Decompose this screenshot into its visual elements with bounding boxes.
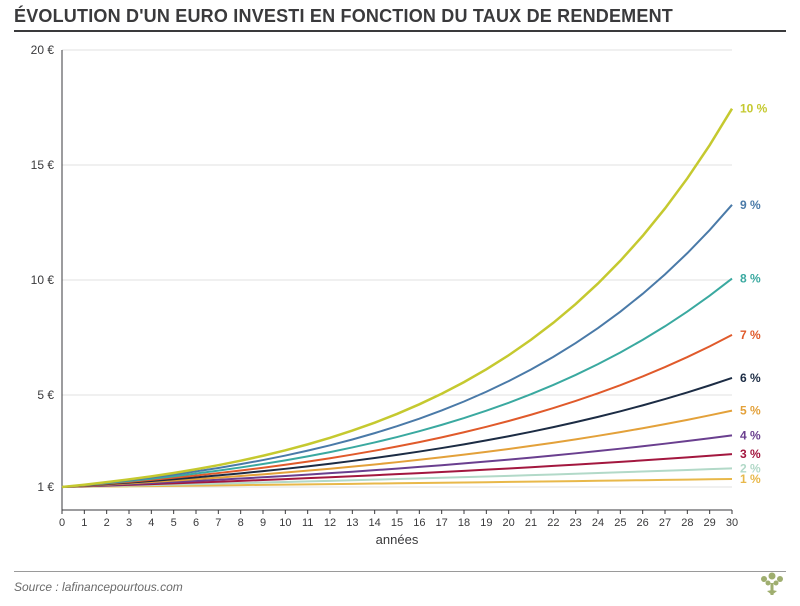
series-label: 3 % bbox=[740, 447, 761, 461]
y-tick-label: 15 € bbox=[31, 158, 55, 172]
y-tick-label: 5 € bbox=[37, 388, 54, 402]
x-tick-label: 4 bbox=[148, 517, 154, 529]
series-label: 10 % bbox=[740, 102, 768, 116]
x-tick-label: 7 bbox=[215, 517, 221, 529]
x-tick-label: 22 bbox=[547, 517, 559, 529]
divider-top bbox=[14, 30, 786, 32]
x-tick-label: 17 bbox=[436, 517, 448, 529]
x-tick-label: 21 bbox=[525, 517, 537, 529]
x-tick-label: 27 bbox=[659, 517, 671, 529]
x-tick-label: 18 bbox=[458, 517, 470, 529]
x-tick-label: 23 bbox=[570, 517, 582, 529]
x-tick-label: 14 bbox=[369, 517, 381, 529]
series-label: 4 % bbox=[740, 428, 761, 442]
x-tick-label: 15 bbox=[391, 517, 403, 529]
series-line bbox=[62, 335, 732, 487]
x-tick-label: 24 bbox=[592, 517, 604, 529]
x-tick-label: 29 bbox=[704, 517, 716, 529]
series-line bbox=[62, 378, 732, 487]
logo-icon bbox=[758, 571, 786, 600]
x-tick-label: 0 bbox=[59, 517, 65, 529]
x-tick-label: 26 bbox=[637, 517, 649, 529]
x-tick-label: 25 bbox=[614, 517, 626, 529]
source-text: Source : lafinancepourtous.com bbox=[14, 580, 183, 594]
x-tick-label: 30 bbox=[726, 517, 738, 529]
x-tick-label: 19 bbox=[480, 517, 492, 529]
x-tick-label: 10 bbox=[279, 517, 291, 529]
x-tick-label: 2 bbox=[104, 517, 110, 529]
x-tick-label: 8 bbox=[238, 517, 244, 529]
x-tick-label: 13 bbox=[346, 517, 358, 529]
x-tick-label: 3 bbox=[126, 517, 132, 529]
x-axis-label: années bbox=[376, 532, 419, 547]
series-label: 7 % bbox=[740, 328, 761, 342]
series-label: 9 % bbox=[740, 198, 761, 212]
series-label: 5 % bbox=[740, 404, 761, 418]
y-tick-label: 10 € bbox=[31, 273, 55, 287]
x-tick-label: 9 bbox=[260, 517, 266, 529]
series-label: 6 % bbox=[740, 371, 761, 385]
x-tick-label: 5 bbox=[171, 517, 177, 529]
divider-bottom bbox=[14, 571, 786, 572]
x-tick-label: 20 bbox=[503, 517, 515, 529]
x-tick-label: 11 bbox=[302, 517, 313, 529]
x-tick-label: 28 bbox=[681, 517, 693, 529]
y-tick-label: 20 € bbox=[31, 43, 55, 57]
chart-title: ÉVOLUTION D'UN EURO INVESTI EN FONCTION … bbox=[14, 6, 673, 27]
series-label: 2 % bbox=[740, 461, 761, 475]
x-tick-label: 1 bbox=[81, 517, 87, 529]
chart-svg: 1 €5 €10 €15 €20 €0123456789101112131415… bbox=[14, 40, 786, 550]
x-tick-label: 16 bbox=[413, 517, 425, 529]
x-tick-label: 12 bbox=[324, 517, 336, 529]
series-label: 8 % bbox=[740, 272, 761, 286]
y-tick-label: 1 € bbox=[37, 480, 54, 494]
x-tick-label: 6 bbox=[193, 517, 199, 529]
